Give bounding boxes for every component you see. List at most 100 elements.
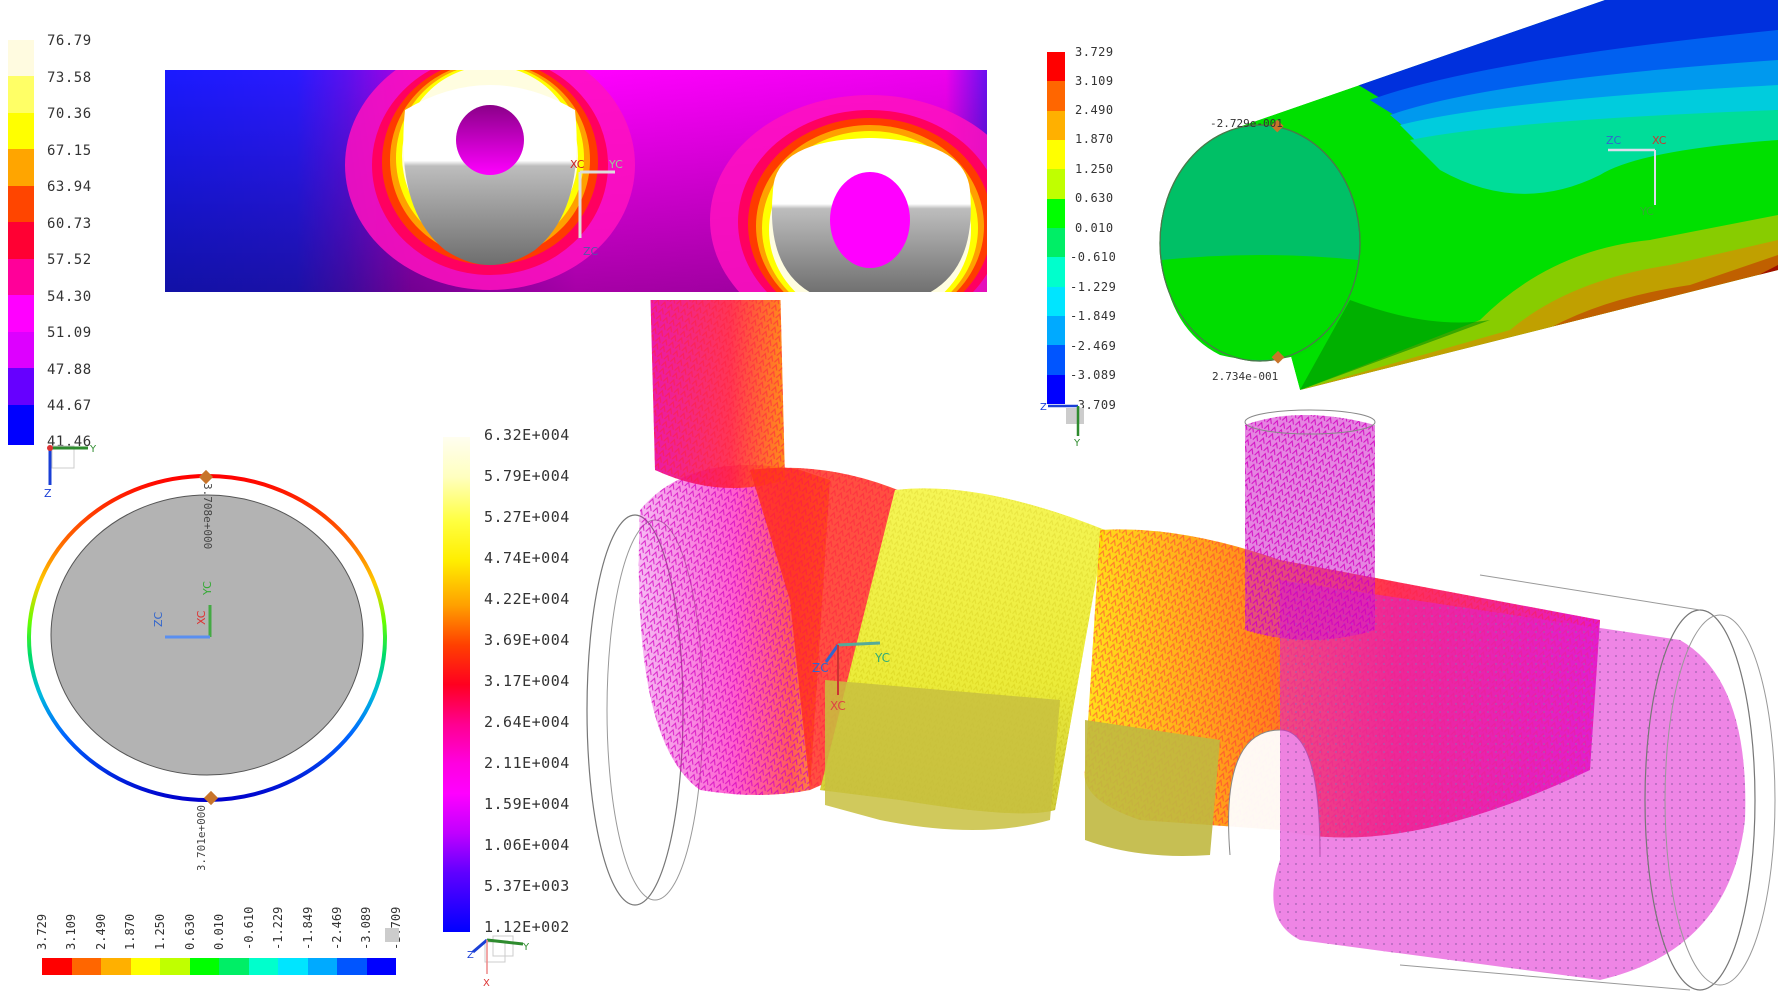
legend-swatch — [1047, 198, 1065, 228]
legend-swatch — [8, 149, 34, 186]
legend-label: 1.870 — [1075, 132, 1114, 146]
svg-text:-3.701e+000: -3.701e+000 — [195, 805, 208, 870]
svg-text:XC: XC — [195, 610, 208, 625]
svg-text:0.010: 0.010 — [212, 914, 226, 950]
legend-label: 2.490 — [1075, 103, 1114, 117]
vector-legend — [443, 437, 470, 932]
svg-text:YC: YC — [874, 651, 890, 665]
svg-text:X: X — [483, 978, 490, 989]
legend-swatch — [8, 295, 34, 332]
legend-swatch — [8, 186, 34, 222]
ring-displacement-plot: 3.708e+000 -3.701e+000 XC YC ZC — [27, 469, 387, 870]
svg-text:XC: XC — [570, 158, 585, 171]
legend-swatch — [8, 259, 34, 295]
tube-displacement-plot: -2.729e-001 2.734e-001 ZC XC YC — [1159, 0, 1778, 390]
svg-text:XC: XC — [1652, 134, 1667, 147]
svg-text:Z: Z — [44, 487, 52, 500]
legend-swatch — [366, 958, 396, 975]
ring-legend-labels: 3.729 3.109 2.490 1.870 1.250 0.630 0.01… — [35, 907, 403, 950]
legend-label: 5.79E+004 — [484, 467, 570, 485]
svg-text:3.109: 3.109 — [64, 914, 78, 950]
svg-text:YC: YC — [608, 158, 623, 171]
view-cube-icon — [385, 928, 399, 942]
svg-text:-3.089: -3.089 — [359, 907, 373, 950]
hole-left — [456, 105, 524, 175]
coordinate-triad-icon: YC ZC XC — [812, 641, 890, 713]
legend-swatch — [8, 113, 34, 149]
legend-swatch — [1047, 286, 1065, 316]
svg-text:1.250: 1.250 — [153, 914, 167, 950]
legend-label: 0.010 — [1075, 221, 1114, 235]
thermal-legend — [8, 40, 34, 445]
svg-text:2.490: 2.490 — [94, 914, 108, 950]
legend-label: 5.27E+004 — [484, 508, 570, 526]
marker-bottom-icon — [203, 790, 219, 806]
legend-label: 0.630 — [1075, 191, 1114, 205]
legend-label: 2.11E+004 — [484, 754, 570, 772]
marker-top-icon — [1270, 119, 1284, 133]
legend-label: 63.94 — [47, 179, 92, 195]
legend-swatch — [160, 958, 190, 975]
legend-label: 3.109 — [1075, 74, 1114, 88]
legend-swatch — [42, 958, 72, 975]
svg-text:YC: YC — [201, 581, 214, 596]
legend-label: 73.58 — [47, 70, 92, 86]
legend-swatch — [337, 958, 367, 975]
svg-text:XC: XC — [830, 699, 846, 713]
legend-swatch — [8, 368, 34, 405]
svg-text:ZC: ZC — [583, 245, 599, 258]
legend-label: 3.69E+004 — [484, 631, 570, 649]
svg-text:-0.610: -0.610 — [242, 907, 256, 950]
ring-legend — [42, 958, 396, 975]
legend-label: 3.729 — [1075, 45, 1114, 59]
svg-text:YC: YC — [1639, 205, 1654, 218]
legend-swatch — [219, 958, 249, 975]
legend-swatch — [1047, 345, 1065, 375]
legend-label: 4.22E+004 — [484, 590, 570, 608]
hole-right — [830, 172, 910, 268]
legend-swatch — [8, 332, 34, 368]
view-triad-icon: Z Y — [44, 444, 97, 500]
vector-field-plot: YC ZC XC — [586, 300, 1776, 991]
legend-label: 76.79 — [47, 33, 92, 49]
legend-label: 1.12E+002 — [484, 918, 570, 936]
svg-text:-1.229: -1.229 — [271, 907, 285, 950]
svg-text:ZC: ZC — [152, 611, 165, 627]
svg-text:Z: Z — [1040, 402, 1047, 413]
svg-text:3.729: 3.729 — [35, 914, 49, 950]
legend-label: 70.36 — [47, 106, 92, 122]
svg-text:ZC: ZC — [812, 661, 829, 675]
svg-text:0.630: 0.630 — [183, 914, 197, 950]
legend-swatch — [248, 958, 278, 975]
svg-text:Y: Y — [1073, 438, 1081, 448]
coordinate-triad-icon: XC YC ZC — [570, 158, 623, 258]
legend-swatch — [8, 40, 34, 76]
legend-swatch — [8, 222, 34, 259]
svg-text:3.708e+000: 3.708e+000 — [201, 483, 214, 549]
legend-swatch — [130, 958, 160, 975]
legend-swatch — [1047, 139, 1065, 170]
legend-swatch — [8, 405, 34, 445]
legend-swatch — [1047, 227, 1065, 258]
svg-text:-1.849: -1.849 — [301, 907, 315, 950]
tube-legend — [1047, 52, 1065, 404]
legend-label: 67.15 — [47, 143, 92, 159]
legend-swatch — [307, 958, 337, 975]
svg-text:Z: Z — [467, 950, 474, 961]
legend-label: 44.67 — [47, 398, 92, 414]
legend-label: 47.88 — [47, 362, 92, 378]
legend-label: 3.17E+004 — [484, 672, 570, 690]
legend-label: 54.30 — [47, 289, 92, 305]
legend-label: 1.250 — [1075, 162, 1114, 176]
legend-label: 1.06E+004 — [484, 836, 570, 854]
svg-text:Y: Y — [89, 444, 97, 455]
legend-label: 5.37E+003 — [484, 877, 570, 895]
coordinate-triad-icon: ZC XC YC — [1606, 134, 1667, 218]
legend-label: -1.229 — [1070, 280, 1117, 294]
legend-swatch — [1047, 52, 1065, 82]
legend-label: 2.64E+004 — [484, 713, 570, 731]
svg-text:-2.729e-001: -2.729e-001 — [1210, 117, 1283, 130]
view-triad-icon: Y Z X — [467, 935, 530, 989]
legend-label: 6.32E+004 — [484, 426, 570, 444]
legend-label: 1.59E+004 — [484, 795, 570, 813]
